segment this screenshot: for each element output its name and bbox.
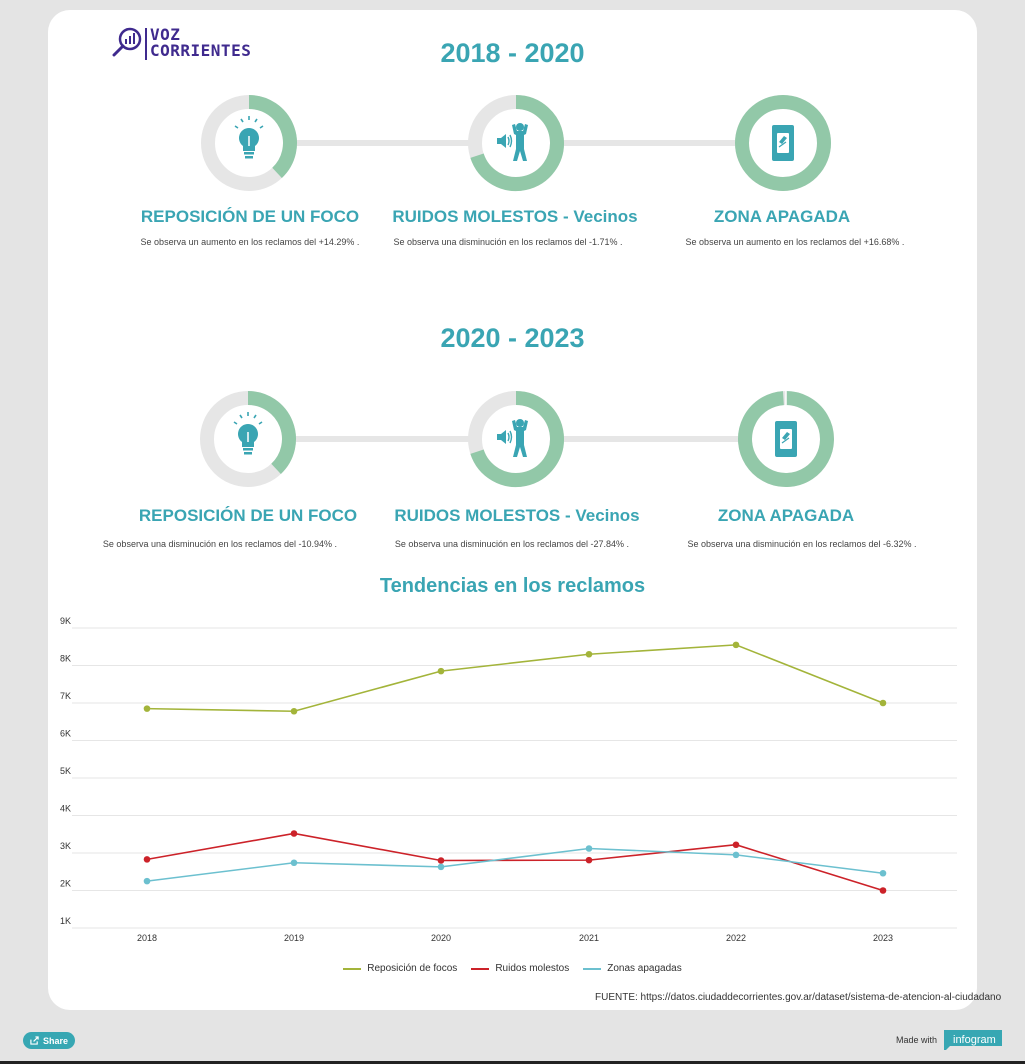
brand-logo: VOZ CORRIENTES — [150, 27, 251, 59]
share-label: Share — [42, 1035, 68, 1046]
donut-ruidos-molestos — [468, 391, 564, 487]
chart-legend: Reposición de focos Ruidos molestos Zonas … — [0, 963, 1025, 974]
legend-swatch — [343, 967, 362, 970]
legend-label: Zonas apagadas — [607, 963, 682, 974]
source-note: FUENTE: https://datos.ciudaddecorrientes… — [595, 992, 1002, 1003]
category-title: RUIDOS MOLESTOS - Vecinos — [394, 506, 640, 525]
category-description: Se observa una disminución en los reclam… — [102, 539, 338, 549]
light-switch-icon — [775, 421, 797, 457]
donut-fill — [738, 391, 834, 487]
donut-fill — [470, 95, 564, 191]
magnifier-chart-icon — [112, 27, 142, 57]
made-with-label: Made with — [896, 1035, 938, 1045]
donut-fill — [735, 95, 831, 191]
category-description: Se observa una disminución en los reclam… — [393, 237, 623, 247]
connector-line — [296, 140, 471, 146]
donut-reposicion-foco — [201, 95, 297, 191]
period-title-1: 2018 - 2020 — [440, 38, 585, 68]
legend-item[interactable]: Zonas apagadas — [583, 963, 682, 974]
category-title: ZONA APAGADA — [713, 207, 851, 226]
share-icon — [30, 1036, 39, 1045]
category-description: Se observa un aumento en los reclamos de… — [685, 237, 905, 247]
legend-item[interactable]: Ruidos molestos — [471, 963, 569, 974]
bottom-border — [0, 1061, 1025, 1064]
noisy-person-icon — [497, 419, 528, 457]
period-title-2: 2020 - 2023 — [440, 323, 585, 353]
legend-item[interactable]: Reposición de focos — [343, 963, 457, 974]
light-switch-icon — [772, 125, 794, 161]
donut-fill — [248, 95, 297, 178]
category-title: RUIDOS MOLESTOS - Vecinos — [392, 207, 638, 226]
legend-swatch — [471, 967, 490, 970]
connector-line — [563, 140, 738, 146]
donut-fill — [247, 391, 296, 474]
donut-reposicion-foco — [200, 391, 296, 487]
noisy-person-icon — [497, 123, 528, 161]
logo-divider — [145, 28, 147, 60]
category-description: Se observa un aumento en los reclamos de… — [140, 237, 360, 247]
logo-line-2: CORRIENTES — [150, 41, 252, 60]
infogram-badge[interactable] — [940, 1030, 1002, 1050]
category-title: ZONA APAGADA — [717, 506, 855, 525]
donut-zona-apagada — [738, 391, 834, 487]
category-description: Se observa una disminución en los reclam… — [394, 539, 630, 549]
logo-line-1: VOZ — [150, 25, 181, 44]
connector-line — [563, 436, 741, 442]
donut-fill — [470, 391, 564, 487]
connector-line — [296, 436, 471, 442]
category-title: REPOSICIÓN DE UN FOCO — [140, 207, 360, 226]
legend-swatch — [583, 967, 602, 970]
category-description: Se observa una disminución en los reclam… — [687, 539, 917, 549]
legend-label: Ruidos molestos — [495, 963, 570, 974]
legend-label: Reposición de focos — [367, 963, 458, 974]
category-title: REPOSICIÓN DE UN FOCO — [138, 506, 358, 525]
chart-title: Tendencias en los reclamos — [379, 575, 646, 597]
share-button[interactable]: Share — [23, 1032, 75, 1049]
donut-ruidos-molestos — [468, 95, 564, 191]
infogram-label: infogram — [953, 1034, 996, 1046]
donut-zona-apagada — [735, 95, 831, 191]
